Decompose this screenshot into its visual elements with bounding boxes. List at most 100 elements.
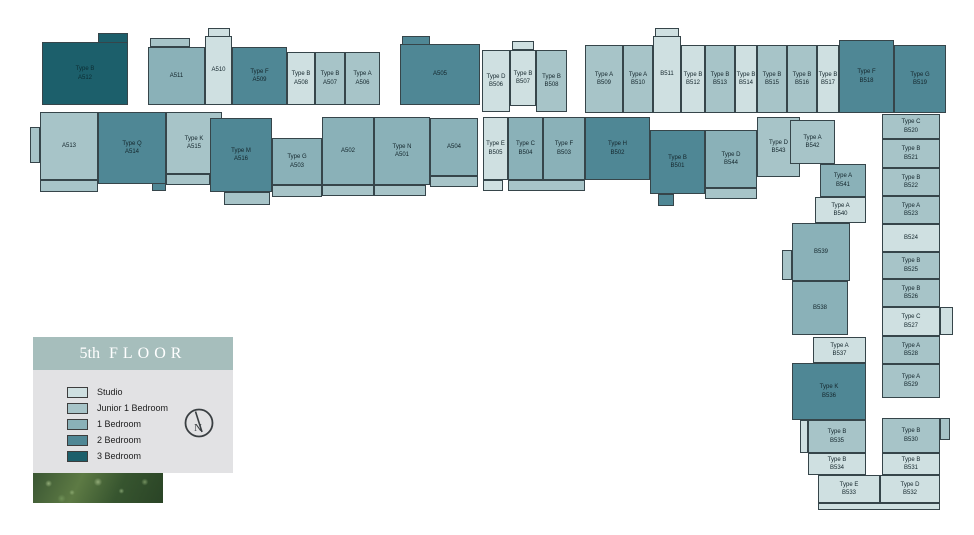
balcony-shape	[272, 185, 322, 197]
unit-b544[interactable]: Type D B544	[705, 130, 757, 188]
unit-a504[interactable]: A504	[430, 118, 478, 176]
unit-b514[interactable]: Type B B514	[735, 45, 757, 113]
balcony-shape	[940, 307, 953, 335]
unit-number-label: B537	[832, 351, 847, 357]
unit-b539[interactable]: B539	[792, 223, 850, 281]
unit-b531[interactable]: Type B B531	[882, 453, 940, 475]
unit-type-label: Type G	[910, 71, 930, 78]
unit-b530[interactable]: Type B B530	[882, 418, 940, 453]
unit-b535[interactable]: Type B B535	[808, 420, 866, 453]
unit-b518[interactable]: Type F B518	[839, 40, 894, 113]
legend-swatch-1br	[67, 418, 88, 430]
unit-b541[interactable]: Type A B541	[820, 164, 866, 197]
unit-a511[interactable]: A511	[148, 47, 205, 105]
unit-b524[interactable]: B524	[882, 224, 940, 252]
unit-type-label: Type B	[901, 456, 921, 463]
legend-label: 1 Bedroom	[97, 419, 142, 429]
unit-b540[interactable]: Type A B540	[815, 197, 866, 223]
unit-type-label: Type B	[901, 146, 921, 153]
legend-item-3br: 3 Bedroom	[67, 450, 233, 462]
unit-type-label: Type C	[901, 314, 921, 321]
unit-b527[interactable]: Type C B527	[882, 307, 940, 336]
unit-b513[interactable]: Type B B513	[705, 45, 735, 113]
unit-b537[interactable]: Type A B537	[813, 337, 866, 363]
unit-number-label: A510	[211, 67, 226, 74]
balcony-shape	[782, 250, 792, 280]
unit-b504[interactable]: Type C B504	[508, 117, 543, 180]
unit-a508[interactable]: Type B A508	[287, 52, 315, 105]
unit-b511[interactable]: B511	[653, 36, 681, 113]
unit-a514[interactable]: Type Q A514	[98, 112, 166, 184]
unit-a506[interactable]: Type A A506	[345, 52, 380, 105]
unit-a509[interactable]: Type F A509	[232, 47, 287, 105]
unit-b522[interactable]: Type B B522	[882, 168, 940, 196]
unit-type-label: Type B	[513, 70, 533, 77]
unit-number-label: A509	[252, 77, 267, 83]
unit-number-label: B501	[670, 163, 685, 169]
unit-number-label: B533	[841, 490, 856, 496]
unit-type-label: Type B	[75, 66, 95, 73]
unit-a501[interactable]: Type N A501	[374, 117, 430, 185]
unit-a507[interactable]: Type B A507	[315, 52, 345, 105]
unit-number-label: B542	[805, 143, 820, 149]
unit-number-label: B530	[903, 436, 918, 443]
unit-type-label: Type K	[819, 384, 839, 391]
unit-b501[interactable]: Type B B501	[650, 130, 705, 194]
unit-b528[interactable]: Type A B528	[882, 336, 940, 364]
unit-number-label: B531	[903, 465, 918, 471]
unit-a505[interactable]: A505	[400, 44, 480, 105]
unit-b516[interactable]: Type B B516	[787, 45, 817, 113]
unit-b526[interactable]: Type B B526	[882, 279, 940, 307]
legend-item-junior: Junior 1 Bedroom	[67, 402, 233, 414]
unit-a503[interactable]: Type G A503	[272, 138, 322, 185]
unit-number-label: A507	[322, 79, 337, 86]
unit-b538[interactable]: B538	[792, 281, 848, 335]
unit-b515[interactable]: Type B B515	[757, 45, 787, 113]
unit-type-label: Type D	[721, 151, 741, 158]
unit-b507[interactable]: Type B B507	[510, 50, 536, 106]
unit-b505[interactable]: Type E B505	[483, 117, 508, 180]
unit-b525[interactable]: Type B B525	[882, 252, 940, 279]
unit-b523[interactable]: Type A B523	[882, 196, 940, 224]
unit-b506[interactable]: Type D B506	[482, 50, 510, 112]
balcony-shape	[166, 174, 210, 185]
unit-b503[interactable]: Type F B503	[543, 117, 585, 180]
unit-b529[interactable]: Type A B529	[882, 364, 940, 398]
balcony-shape	[224, 192, 270, 205]
unit-type-label: Type B	[901, 285, 921, 292]
floor-title-word: FLOOR	[109, 344, 187, 362]
legend-item-studio: Studio	[67, 386, 233, 398]
unit-b542[interactable]: Type A B542	[790, 120, 835, 164]
unit-b536[interactable]: Type K B536	[792, 363, 866, 420]
unit-b520[interactable]: Type C B520	[882, 114, 940, 139]
balcony-shape	[150, 38, 190, 47]
unit-number-label: B532	[902, 490, 917, 496]
unit-a512[interactable]: Type B A512	[42, 42, 128, 105]
unit-b521[interactable]: Type B B521	[882, 139, 940, 168]
unit-b533[interactable]: Type E B533	[818, 475, 880, 503]
unit-number-label: B541	[835, 181, 850, 188]
unit-number-label: B519	[912, 80, 927, 86]
unit-number-label: A512	[77, 74, 92, 81]
unit-b517[interactable]: Type B B517	[817, 45, 839, 113]
unit-b502[interactable]: Type H B502	[585, 117, 650, 180]
unit-type-label: Type A	[353, 71, 372, 78]
unit-type-label: Type K	[184, 135, 204, 142]
unit-a502[interactable]: A502	[322, 117, 374, 185]
unit-b512[interactable]: Type B B512	[681, 45, 705, 113]
unit-b519[interactable]: Type G B519	[894, 45, 946, 113]
unit-number-label: A505	[432, 71, 447, 78]
unit-b508[interactable]: Type B B508	[536, 50, 567, 112]
unit-number-label: B522	[903, 183, 918, 189]
unit-b510[interactable]: Type A B510	[623, 45, 653, 113]
unit-number-label: A513	[61, 142, 76, 149]
unit-type-label: Type B	[710, 71, 730, 78]
unit-b534[interactable]: Type B B534	[808, 453, 866, 475]
unit-number-label: B502	[610, 149, 625, 156]
unit-b532[interactable]: Type D B532	[880, 475, 940, 503]
unit-b509[interactable]: Type A B509	[585, 45, 623, 113]
unit-a510[interactable]: A510	[205, 36, 232, 105]
unit-a516[interactable]: Type M A516	[210, 118, 272, 192]
unit-a513[interactable]: A513	[40, 112, 98, 180]
unit-number-label: B527	[903, 322, 918, 329]
